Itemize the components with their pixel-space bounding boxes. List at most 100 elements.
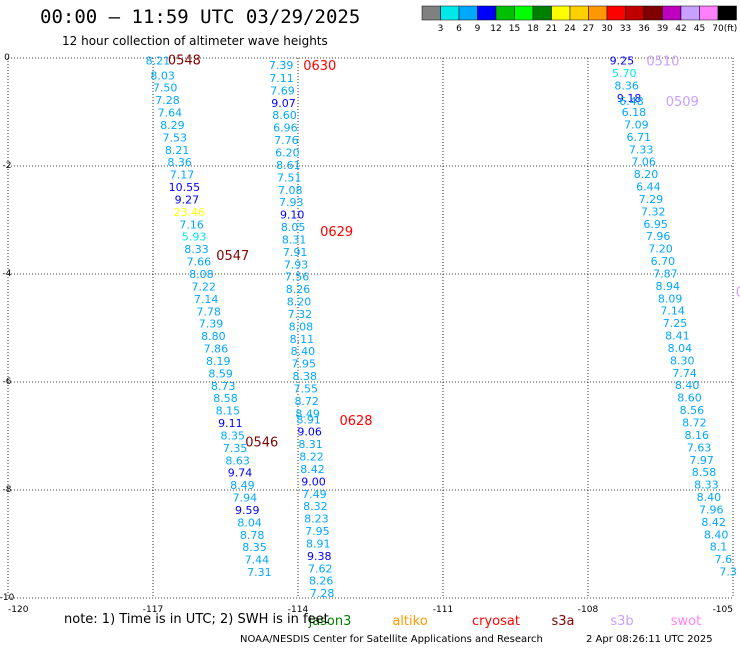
time-label: 0630 — [303, 59, 336, 74]
data-value: 8.33 — [184, 243, 209, 256]
time-label: 0548 — [168, 54, 201, 69]
data-value: 8.23 — [304, 513, 329, 526]
satellite-legend-entry: altiko — [392, 614, 427, 629]
x-tick-label: -120 — [8, 605, 29, 615]
data-value: 7.69 — [270, 84, 295, 97]
data-value: 7.95 — [292, 358, 317, 371]
data-value: 8.03 — [150, 69, 175, 82]
data-value: 7.32 — [641, 205, 666, 218]
satellite-legend-entry: cryosat — [472, 614, 520, 629]
data-value: 8.31 — [298, 438, 323, 451]
data-value: 8.42 — [300, 463, 325, 476]
data-value: 8.91 — [306, 537, 331, 550]
data-value: 7.44 — [245, 554, 270, 567]
satellite-legend-entry: swot — [671, 614, 701, 629]
data-value: 8.04 — [237, 516, 262, 529]
data-value: 8.04 — [668, 342, 693, 355]
colorbar-swatch — [606, 5, 626, 21]
data-value: 8.58 — [692, 466, 717, 479]
data-value: 8.19 — [206, 355, 231, 368]
colorbar-swatch — [662, 5, 682, 21]
data-value: 8.30 — [670, 354, 695, 367]
data-value: 6.95 — [643, 218, 668, 231]
data-value: 7.14 — [194, 293, 219, 306]
time-label: 0510 — [646, 55, 679, 70]
x-tick-label: -108 — [578, 605, 599, 615]
y-tick-label: -6 — [3, 377, 12, 387]
data-value: 8.09 — [658, 292, 683, 305]
data-value: 7.06 — [631, 156, 656, 169]
data-value: 8.26 — [309, 575, 334, 588]
data-value: 7.29 — [639, 193, 664, 206]
data-value: 5.93 — [182, 231, 207, 244]
data-value: 7.09 — [624, 118, 649, 131]
colorbar-tick-label: 30 — [601, 24, 613, 34]
data-value: 7.22 — [192, 280, 217, 293]
data-value: 8.72 — [682, 417, 707, 430]
data-value: 5.70 — [612, 67, 637, 80]
data-value: 7.32 — [288, 308, 313, 321]
data-value: 8.59 — [208, 367, 233, 380]
data-value: 6.18 — [622, 106, 647, 119]
data-value: 7.96 — [699, 503, 724, 516]
data-value: 8.33 — [694, 479, 719, 492]
data-value: 8.58 — [213, 392, 238, 405]
data-value: 7.66 — [187, 256, 212, 269]
data-value: 7.3 — [719, 566, 737, 579]
data-value: 7.74 — [672, 367, 697, 380]
data-value: 8.08 — [289, 320, 314, 333]
data-value: 23.46 — [174, 206, 206, 219]
data-value: 8.72 — [294, 395, 319, 408]
data-value: 7.08 — [278, 184, 303, 197]
chart-title: 00:00 — 11:59 UTC 03/29/2025 — [40, 6, 361, 28]
y-tick-label: 0 — [4, 53, 10, 63]
data-value: 7.96 — [646, 230, 671, 243]
colorbar-tick-label: 24 — [564, 24, 576, 34]
colorbar-swatch — [532, 5, 552, 21]
data-value: 6.20 — [275, 147, 300, 160]
colorbar-tick-label: 12 — [490, 24, 501, 34]
data-value: 7.20 — [648, 243, 673, 256]
time-label: 0509 — [666, 95, 699, 110]
data-value: 8.42 — [701, 516, 726, 529]
data-value: 8.49 — [295, 407, 320, 420]
data-value: 7.31 — [247, 566, 272, 579]
colorbar-swatch — [477, 5, 497, 21]
data-value: 6.48 — [619, 95, 644, 108]
y-tick-label: -2 — [3, 161, 12, 171]
data-value: 7.87 — [653, 267, 678, 280]
colorbar-tick-label: (ft) — [724, 24, 738, 34]
data-value: 8.80 — [201, 330, 226, 343]
data-value: 8.15 — [216, 405, 241, 418]
data-value: 9.07 — [271, 97, 296, 110]
data-value: 9.74 — [228, 467, 253, 480]
colorbar-tick-label: 39 — [657, 24, 669, 34]
data-value: 8.36 — [614, 80, 639, 93]
data-value: 7.93 — [279, 196, 304, 209]
data-value: 7.55 — [293, 382, 318, 395]
colorbar-swatch — [514, 5, 534, 21]
data-value: 7.91 — [283, 246, 308, 259]
colorbar-tick-label: 3 — [438, 24, 444, 34]
data-value: 8.40 — [697, 491, 722, 504]
x-tick-label: -111 — [433, 605, 453, 615]
data-value: 8.60 — [677, 392, 702, 405]
data-value: 7.39 — [269, 59, 294, 72]
data-value: 7.78 — [196, 305, 221, 318]
data-value: 8.35 — [221, 429, 246, 442]
colorbar-swatch — [699, 5, 719, 21]
footer-timestamp: 2 Apr 08:26:11 UTC 2025 — [586, 634, 713, 645]
x-tick-label: -117 — [143, 605, 163, 615]
colorbar-tick-label: 9 — [475, 24, 481, 34]
data-value: 8.05 — [281, 221, 306, 234]
colorbar-tick-label: 21 — [546, 24, 557, 34]
data-value: 8.21 — [165, 144, 190, 157]
x-tick-label: -114 — [288, 605, 309, 615]
data-value: 7.28 — [155, 94, 180, 107]
time-label: 0546 — [245, 435, 278, 450]
data-value: 9.38 — [307, 550, 332, 563]
data-value: 8.56 — [680, 404, 705, 417]
data-value: 7.39 — [199, 318, 224, 331]
data-value: 8.78 — [240, 529, 265, 542]
